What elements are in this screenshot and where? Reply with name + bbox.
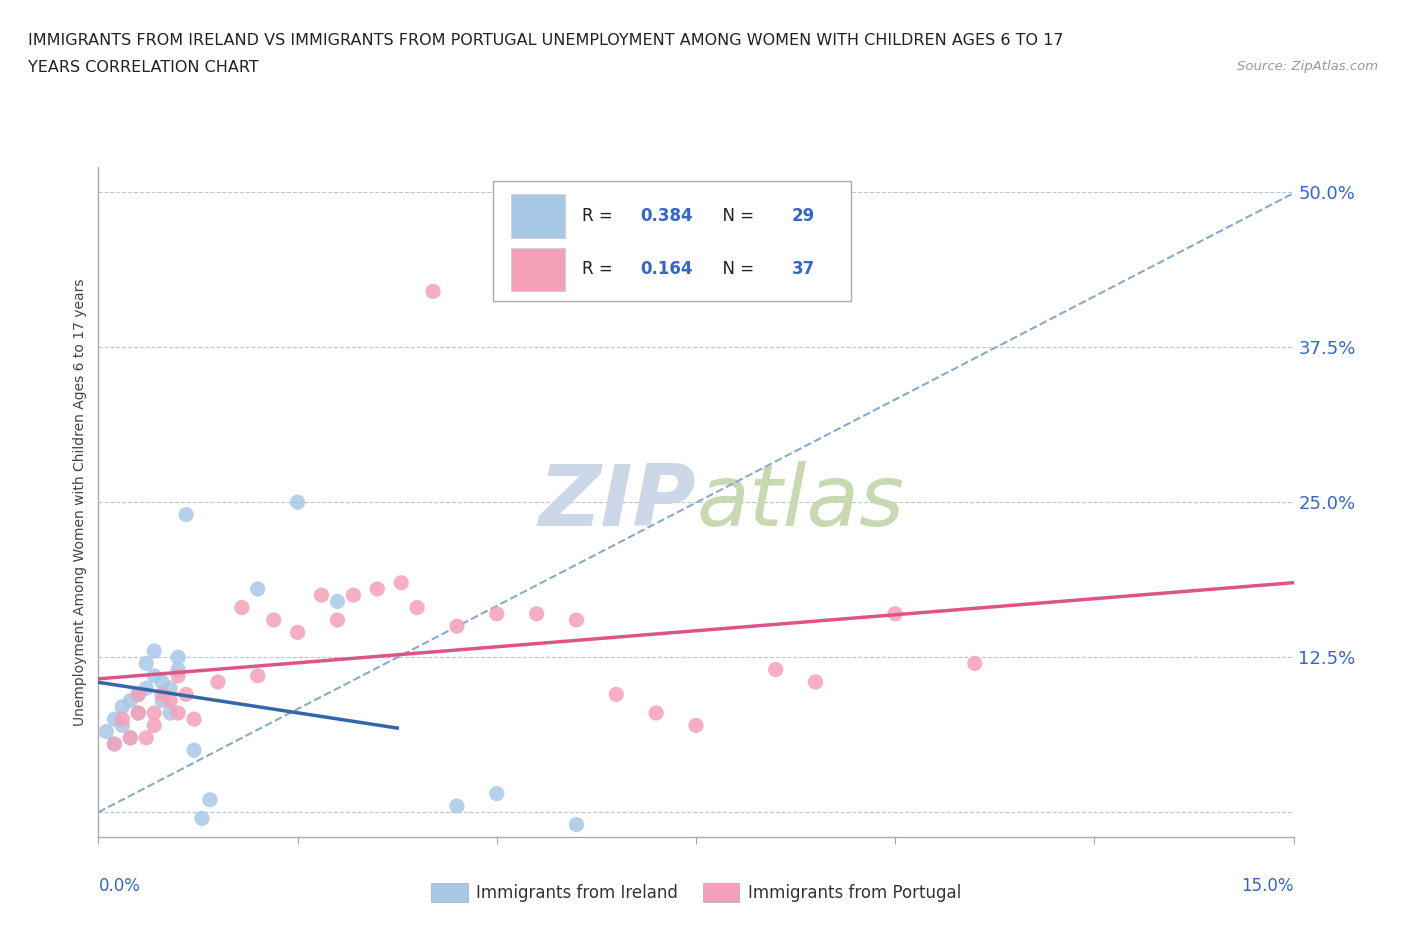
Point — [111, 711, 134, 726]
Point — [143, 669, 166, 684]
Point — [135, 681, 157, 696]
Text: 0.0%: 0.0% — [98, 877, 141, 896]
Point — [167, 662, 190, 677]
Point — [150, 687, 173, 702]
Point — [159, 693, 181, 708]
Point — [150, 674, 173, 689]
Point — [311, 588, 333, 603]
Point — [167, 706, 190, 721]
Point — [198, 792, 221, 807]
Point — [159, 681, 181, 696]
Point — [159, 706, 181, 721]
Point — [120, 693, 142, 708]
Point — [127, 706, 149, 721]
Point — [183, 711, 205, 726]
Point — [135, 656, 157, 671]
FancyBboxPatch shape — [510, 247, 565, 291]
Point — [174, 507, 197, 522]
Point — [446, 799, 468, 814]
Point — [685, 718, 707, 733]
Point — [342, 588, 364, 603]
Point — [326, 594, 349, 609]
Point — [103, 737, 125, 751]
Point — [127, 687, 149, 702]
Text: R =: R = — [582, 260, 619, 278]
Point — [103, 737, 125, 751]
Point — [167, 669, 190, 684]
Point — [526, 606, 548, 621]
Point — [143, 644, 166, 658]
Point — [485, 786, 508, 801]
Y-axis label: Unemployment Among Women with Children Ages 6 to 17 years: Unemployment Among Women with Children A… — [73, 278, 87, 726]
Point — [645, 706, 668, 721]
Point — [120, 730, 142, 745]
Point — [565, 613, 588, 628]
Point — [287, 495, 309, 510]
Point — [263, 613, 285, 628]
Point — [406, 600, 429, 615]
Text: YEARS CORRELATION CHART: YEARS CORRELATION CHART — [28, 60, 259, 75]
Text: 0.164: 0.164 — [640, 260, 692, 278]
Text: N =: N = — [711, 260, 759, 278]
FancyBboxPatch shape — [510, 194, 565, 238]
Point — [246, 669, 269, 684]
Point — [804, 674, 827, 689]
Point — [111, 699, 134, 714]
Text: atlas: atlas — [696, 460, 904, 544]
Point — [135, 730, 157, 745]
Legend: Immigrants from Ireland, Immigrants from Portugal: Immigrants from Ireland, Immigrants from… — [425, 876, 967, 909]
Point — [174, 687, 197, 702]
Point — [422, 284, 444, 299]
FancyBboxPatch shape — [494, 180, 852, 301]
Point — [111, 718, 134, 733]
Point — [143, 706, 166, 721]
Point — [127, 706, 149, 721]
Text: 0.384: 0.384 — [640, 206, 692, 225]
Text: 37: 37 — [792, 260, 815, 278]
Point — [389, 576, 412, 591]
Text: IMMIGRANTS FROM IRELAND VS IMMIGRANTS FROM PORTUGAL UNEMPLOYMENT AMONG WOMEN WIT: IMMIGRANTS FROM IRELAND VS IMMIGRANTS FR… — [28, 33, 1063, 47]
Point — [103, 711, 125, 726]
Point — [191, 811, 214, 826]
Text: 15.0%: 15.0% — [1241, 877, 1294, 896]
Text: ZIP: ZIP — [538, 460, 696, 544]
Point — [183, 743, 205, 758]
Point — [963, 656, 986, 671]
Point — [565, 817, 588, 832]
Point — [150, 693, 173, 708]
Point — [485, 606, 508, 621]
Point — [167, 650, 190, 665]
Point — [120, 730, 142, 745]
Point — [326, 613, 349, 628]
Point — [231, 600, 253, 615]
Point — [127, 687, 149, 702]
Point — [96, 724, 118, 739]
Text: N =: N = — [711, 206, 759, 225]
Point — [207, 674, 229, 689]
Point — [246, 581, 269, 596]
Point — [884, 606, 907, 621]
Point — [765, 662, 787, 677]
Point — [446, 618, 468, 633]
Text: Source: ZipAtlas.com: Source: ZipAtlas.com — [1237, 60, 1378, 73]
Text: R =: R = — [582, 206, 619, 225]
Point — [287, 625, 309, 640]
Point — [605, 687, 627, 702]
Point — [143, 718, 166, 733]
Text: 29: 29 — [792, 206, 815, 225]
Point — [366, 581, 388, 596]
